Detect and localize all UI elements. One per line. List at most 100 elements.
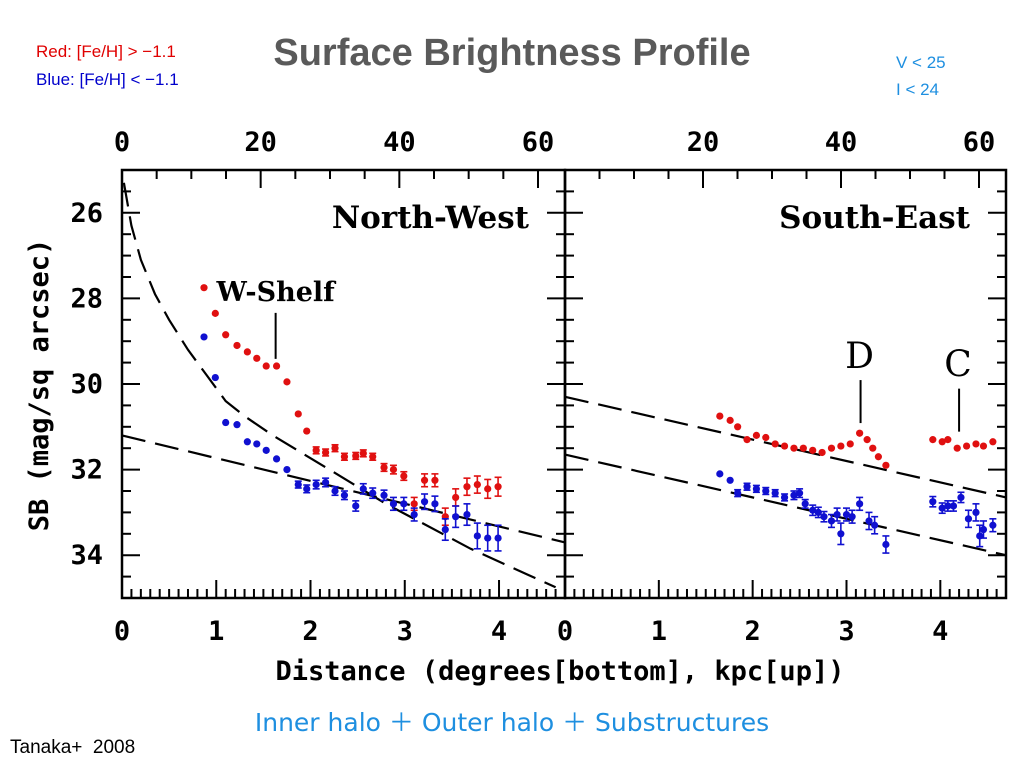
annotation-label: D (845, 336, 874, 377)
blue-data-point (303, 485, 311, 493)
red-data-point (869, 444, 877, 452)
red-data-point (716, 412, 724, 420)
blue-data-point (400, 500, 408, 508)
blue-data-point (964, 515, 973, 523)
blue-data-point (795, 489, 804, 497)
blue-data-point (420, 498, 429, 506)
x-tick-label-deg: 4 (932, 616, 948, 647)
red-data-point (771, 440, 779, 448)
red-data-point (420, 476, 429, 484)
red-data-point (431, 476, 439, 484)
red-data-point (283, 378, 291, 386)
red-data-point (818, 448, 826, 457)
blue-data-point (389, 500, 398, 508)
blue-data-point (352, 502, 360, 510)
blue-data-point (262, 446, 270, 454)
blue-data-point (979, 525, 988, 534)
blue-data-point (801, 500, 809, 508)
red-data-point (780, 442, 789, 450)
slide-title: Surface Brightness Profile (273, 32, 751, 74)
red-data-point (352, 452, 360, 460)
annotation-label: W-Shelf (216, 277, 338, 308)
blue-data-point (272, 455, 281, 463)
red-data-point (752, 431, 761, 439)
red-data-point (953, 444, 961, 452)
red-data-point (726, 416, 734, 424)
blue-data-point (484, 534, 492, 542)
red-data-point (962, 442, 971, 450)
model-curve-1 (564, 453, 1007, 557)
y-tick-label: 32 (70, 455, 103, 486)
citation: Tanaka+ 2008 (10, 737, 136, 758)
x-axis-label: Distance (degrees[bottom], kpc[up]) (276, 656, 845, 687)
x-tick-label-deg: 2 (302, 616, 318, 647)
x-tick-label-deg: 4 (491, 616, 507, 647)
x-tick-label-kpc: 0 (114, 127, 130, 158)
x-tick-label-deg: 3 (838, 616, 854, 647)
red-data-point (734, 423, 742, 431)
blue-data-point (734, 489, 742, 497)
blue-data-point (842, 510, 851, 519)
blue-data-point (294, 480, 302, 489)
blue-data-point (762, 487, 770, 495)
blue-data-point (716, 470, 724, 478)
blue-data-point (957, 493, 965, 502)
blue-data-point (473, 532, 481, 540)
blue-data-point (380, 491, 388, 499)
blue-data-point (441, 525, 449, 534)
magnitude-cut-i: I < 24 (896, 80, 940, 99)
red-data-point (463, 483, 471, 491)
red-data-point (400, 472, 408, 480)
panel-title-north-west: North-West (332, 200, 530, 236)
x-tick-label-kpc: 60 (522, 127, 555, 158)
x-tick-label-deg: 0 (114, 616, 130, 647)
legend-blue-metallicity: Blue: [Fe/H] < −1.1 (36, 70, 179, 89)
red-data-point (846, 440, 854, 448)
red-data-point (856, 429, 864, 437)
red-data-point (473, 480, 481, 489)
blue-data-point (312, 480, 320, 489)
red-data-point (321, 448, 330, 457)
blue-data-point (972, 508, 980, 516)
red-data-point (200, 284, 208, 292)
blue-data-point (944, 502, 952, 510)
x-tick-label-deg: 1 (208, 616, 224, 647)
red-data-point (863, 436, 871, 444)
red-data-point (331, 444, 339, 452)
annotation-label: C (944, 345, 972, 386)
red-data-point (809, 446, 817, 454)
red-data-point (340, 453, 349, 461)
red-data-point (882, 461, 890, 469)
red-data-point (253, 354, 261, 362)
blue-data-point (233, 421, 241, 429)
blue-data-point (743, 483, 751, 491)
blue-data-point (848, 513, 856, 521)
red-data-point (874, 453, 882, 461)
blue-data-point (211, 373, 219, 382)
blue-data-point (780, 493, 789, 502)
blue-data-point (452, 513, 460, 521)
y-tick-label: 30 (70, 369, 103, 400)
blue-data-point (331, 487, 339, 495)
y-axis-label: SB (mag/sq arcsec) (24, 239, 55, 532)
blue-data-point (283, 466, 291, 474)
blue-data-point (200, 333, 208, 341)
x-tick-label-kpc: 40 (383, 127, 416, 158)
blue-data-point (790, 491, 798, 499)
blue-data-point (771, 489, 779, 497)
red-data-point (211, 309, 219, 317)
x-tick-label-kpc: 20 (687, 127, 720, 158)
blue-data-point (871, 521, 879, 529)
red-data-point (929, 436, 937, 444)
blue-data-point (410, 510, 418, 519)
blue-data-point (809, 506, 817, 514)
blue-data-point (752, 485, 761, 493)
x-tick-label-kpc: 40 (825, 127, 858, 158)
red-data-point (743, 436, 751, 444)
red-data-point (790, 444, 798, 452)
red-data-point (762, 433, 770, 442)
blue-data-point (726, 476, 734, 484)
blue-data-point (938, 504, 946, 512)
blue-data-point (865, 517, 873, 525)
